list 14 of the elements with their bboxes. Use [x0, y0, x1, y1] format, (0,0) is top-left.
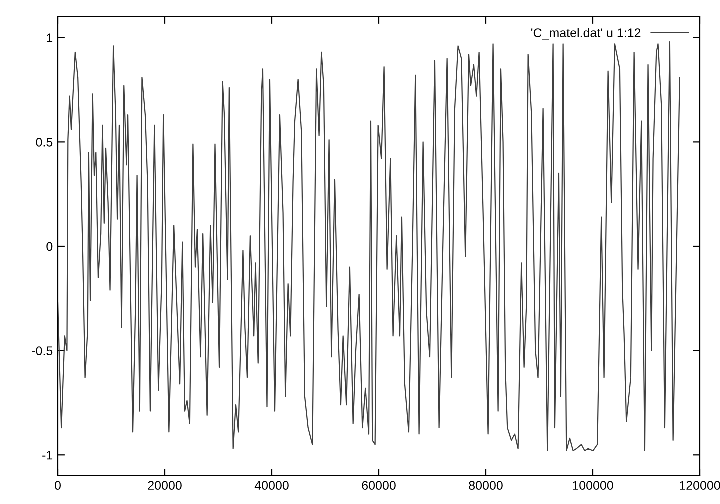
x-tick-label: 0 [55, 481, 61, 490]
y-tick-label: 0.5 [36, 138, 53, 147]
x-tick-label: 40000 [254, 481, 289, 490]
x-tick-label: 20000 [148, 481, 182, 490]
y-tick-label: 1 [47, 34, 53, 42]
y-tick-label: -1 [42, 451, 53, 460]
line-series [58, 41, 680, 452]
x-tick-label: 120000 [680, 481, 720, 490]
x-tick-label: 80000 [469, 481, 503, 490]
x-tick-label: 60000 [362, 481, 396, 490]
y-tick-label: 0 [46, 242, 53, 252]
x-tick-label: 100000 [573, 481, 614, 490]
legend-label: 'C_matel.dat' u 1:12 [532, 28, 641, 40]
y-tick-label: -0.5 [32, 346, 53, 356]
